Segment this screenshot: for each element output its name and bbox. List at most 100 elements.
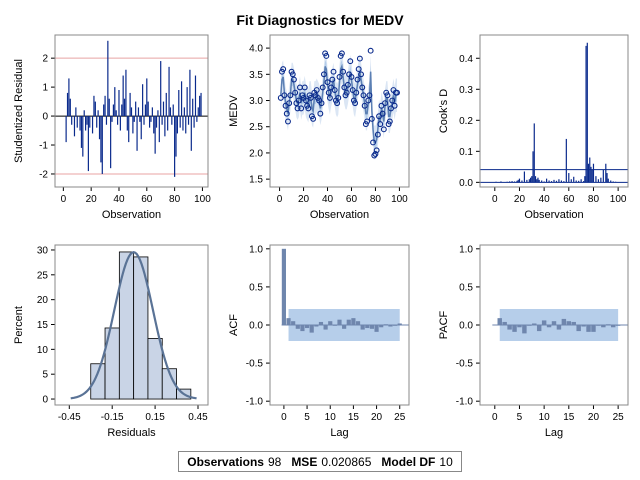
y-tick-label: 0.0 bbox=[459, 321, 473, 332]
data-point bbox=[389, 97, 396, 104]
data-point bbox=[343, 89, 350, 96]
plot-area-cooks bbox=[480, 42, 628, 183]
correlation-bar bbox=[532, 323, 537, 325]
correlation-bar bbox=[295, 325, 300, 329]
data-point bbox=[313, 87, 320, 93]
x-tick-label: -0.15 bbox=[101, 412, 124, 423]
correlation-bar bbox=[610, 325, 616, 328]
data-point bbox=[301, 84, 308, 91]
x-tick-label: 20 bbox=[86, 194, 98, 205]
normal-density-curve bbox=[70, 251, 197, 400]
data-point bbox=[394, 89, 400, 96]
y-tick-label: -0.5 bbox=[246, 359, 264, 370]
x-tick-label: 10 bbox=[539, 412, 551, 423]
y-tick-label: 0.5 bbox=[459, 282, 473, 293]
plot-frame bbox=[54, 244, 209, 406]
correlation-bar bbox=[332, 325, 337, 326]
x-tick-label: 20 bbox=[298, 194, 310, 205]
data-point bbox=[307, 94, 314, 101]
correlation-bar bbox=[566, 321, 572, 325]
data-point bbox=[318, 100, 325, 107]
correlation-bar bbox=[576, 325, 581, 332]
correlation-bar bbox=[309, 325, 314, 333]
correlation-bar bbox=[517, 325, 522, 328]
correlation-bar bbox=[536, 325, 542, 332]
correlation-bar bbox=[291, 321, 296, 325]
y-tick-label: 3.0 bbox=[249, 96, 263, 107]
data-point bbox=[364, 118, 371, 125]
correlation-bar bbox=[388, 325, 393, 327]
x-axis-label: Residuals bbox=[107, 427, 156, 439]
data-point bbox=[319, 84, 326, 91]
data-point bbox=[370, 139, 377, 146]
x-tick-label: 60 bbox=[563, 194, 575, 205]
y-tick-label: 0.0 bbox=[459, 178, 473, 189]
correlation-bar bbox=[561, 318, 567, 325]
y-axis-label: Studentized Residual bbox=[13, 59, 25, 163]
y-tick-label: 2 bbox=[42, 54, 48, 65]
correlation-bar bbox=[591, 325, 596, 332]
correlation-bar bbox=[351, 318, 356, 325]
x-tick-label: 15 bbox=[348, 412, 360, 423]
y-tick-label: -1.0 bbox=[246, 397, 264, 408]
correlation-bar bbox=[337, 319, 342, 325]
data-point bbox=[356, 55, 363, 62]
histogram-bar bbox=[118, 251, 135, 400]
histogram-bar bbox=[133, 256, 149, 400]
y-tick-label: 2.5 bbox=[249, 122, 263, 133]
correlation-bar bbox=[541, 320, 547, 325]
correlation-bar bbox=[522, 325, 527, 334]
data-point bbox=[391, 102, 398, 109]
data-point bbox=[289, 71, 296, 78]
x-axis-label: Lag bbox=[330, 427, 348, 439]
y-tick-label: 0.2 bbox=[459, 116, 473, 127]
plot-acf: 0 5 10 15 20 25 -1.0 -0.5 0.0 0.5 1.0 Lag ACF bbox=[228, 244, 410, 439]
correlation-bar bbox=[556, 325, 562, 330]
mse-label: MSE bbox=[291, 454, 318, 469]
plot-pacf: 0 5 10 15 20 25 -1.0 -0.5 0.0 0.5 1.0 Lag PACF bbox=[438, 244, 629, 439]
x-tick-label: 5 bbox=[304, 412, 310, 423]
plot-grid: 0 20 40 60 80 100-2-1012ObservationStudentize… bbox=[13, 34, 629, 439]
y-tick-label: -0.5 bbox=[456, 359, 474, 370]
data-point bbox=[325, 89, 332, 96]
x-tick-label: 20 bbox=[371, 412, 383, 423]
x-axis-label: Observation bbox=[102, 209, 161, 221]
y-tick-label: 25 bbox=[37, 270, 49, 281]
correlation-bar bbox=[379, 325, 384, 328]
plot-frame bbox=[269, 244, 410, 406]
x-tick-label: 80 bbox=[588, 194, 600, 205]
plot-frame bbox=[479, 34, 629, 188]
x-axis-label: Lag bbox=[545, 427, 563, 439]
correlation-bar bbox=[581, 325, 586, 327]
correlation-bar bbox=[323, 325, 328, 330]
data-point bbox=[323, 53, 330, 59]
data-point bbox=[352, 100, 359, 107]
data-point bbox=[283, 110, 290, 117]
x-tick-label: 0 bbox=[61, 194, 67, 205]
data-point bbox=[298, 105, 305, 112]
y-tick-label: 5 bbox=[42, 370, 48, 381]
y-axis-label: MEDV bbox=[228, 94, 240, 126]
correlation-bar bbox=[596, 325, 601, 326]
x-tick-label: 60 bbox=[141, 194, 153, 205]
fit-statistics-box: Observations 98 MSE 0.020865 Model DF 10 bbox=[178, 451, 462, 472]
correlation-bar bbox=[393, 325, 398, 326]
x-tick-label: 25 bbox=[613, 412, 625, 423]
correlation-bar bbox=[512, 325, 517, 332]
correlation-bar bbox=[355, 321, 361, 325]
correlation-bar bbox=[314, 325, 319, 327]
observations-label: Observations bbox=[187, 454, 264, 469]
data-point bbox=[294, 105, 301, 112]
data-point bbox=[348, 73, 355, 80]
data-point bbox=[292, 89, 299, 96]
data-point bbox=[360, 92, 367, 99]
y-tick-label: 0.4 bbox=[459, 54, 473, 65]
correlation-bar bbox=[615, 325, 621, 326]
x-tick-label: 40 bbox=[539, 194, 551, 205]
data-point bbox=[310, 115, 317, 122]
data-point bbox=[353, 89, 360, 96]
correlation-bar bbox=[383, 324, 388, 326]
data-point bbox=[354, 76, 361, 83]
data-point bbox=[382, 100, 388, 107]
x-axis-label: Observation bbox=[310, 209, 369, 221]
